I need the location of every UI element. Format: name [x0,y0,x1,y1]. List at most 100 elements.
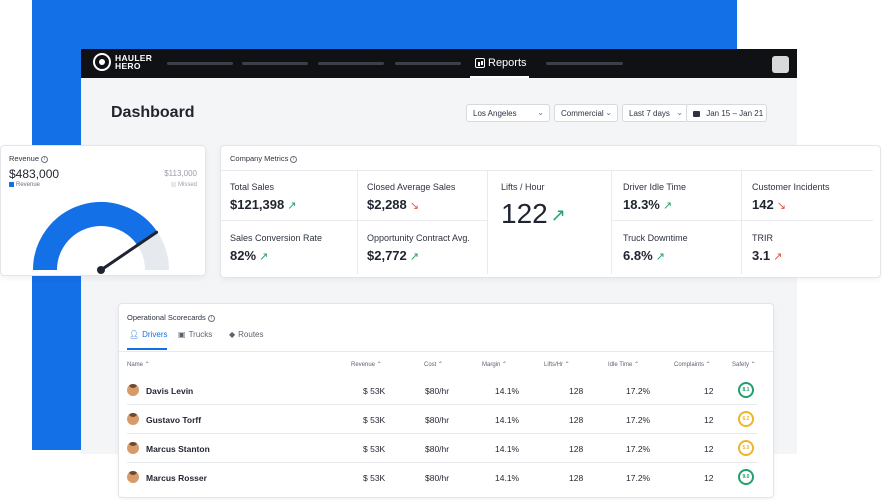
metric-sales-conversion-rate: Sales Conversion Rate 82% ↗ [230,233,322,263]
trend-up-icon: ↗ [409,251,419,263]
cell-lifts: 128 [569,444,584,454]
metric-value: $121,398 ↗ [230,197,296,212]
date-range-picker[interactable]: Jan 15 – Jan 21 [686,104,767,122]
safety-score-ring: 6.2 [738,411,754,427]
info-icon[interactable]: i [290,155,298,163]
trend-up-icon: ↗ [655,251,665,263]
column-header-complaints[interactable]: Complaints ⌃ [674,362,711,368]
company-metrics-card: Company Metrics i Total Sales $121,398 ↗ C… [220,145,881,278]
metric-value-text: 3.1 [752,248,771,263]
gauge-needle [99,230,159,272]
nav-tab-reports[interactable]: Reports [470,49,529,78]
cell-idle-time: 17.2% [626,386,651,396]
column-header-revenue[interactable]: Revenue ⌃ [351,362,382,368]
table-row[interactable]: Gustavo Torff $ 53K $80/hr 14.1% 128 17.… [119,405,775,434]
metric-label: Lifts / Hour [501,182,545,192]
tab-drivers[interactable]: 👤︎ Drivers [129,330,168,339]
nav-item-placeholder-5[interactable] [546,62,623,65]
cell-revenue: $ 53K [363,386,386,396]
location-select-value: Los Angeles [473,109,517,118]
revenue-value: $483,000 [9,167,60,181]
metric-label: Total Sales [230,182,275,192]
active-tab-underline [470,76,529,78]
cell-complaints: 12 [704,473,714,483]
tire-logo-icon [93,53,111,71]
scorecards-title-text: Operational Scorecards [127,313,206,322]
route-icon: ◆ [229,330,236,339]
metric-value: 142 ↘ [752,197,830,212]
column-header-lifts[interactable]: Lifts/Hr ⌃ [544,362,570,368]
nav-item-placeholder-1[interactable] [167,62,233,65]
metric-value: $2,772 ↗ [367,248,470,263]
metric-value-text: $2,288 [367,197,407,212]
tab-routes-label: Routes [238,330,264,339]
logo[interactable]: HAULER HERO [93,52,153,74]
active-tab-underline [127,348,167,350]
cell-revenue: $ 53K [363,444,386,454]
table-row[interactable]: Marcus Rosser $ 53K $80/hr 14.1% 128 17.… [119,463,775,492]
cell-complaints: 12 [704,444,714,454]
range-select-value: Last 7 days [629,109,670,118]
cell-margin: 14.1% [495,386,520,396]
chevron-down-icon: ⌄ [676,108,683,117]
column-header-name[interactable]: Name ⌃ [127,362,150,368]
tab-trucks[interactable]: ▣ Trucks [178,330,212,339]
info-icon[interactable]: i [207,314,215,322]
segment-select[interactable]: Commercial ⌄ [554,104,618,122]
chevron-down-icon: ⌄ [605,108,612,117]
table-row[interactable]: Marcus Stanton $ 53K $80/hr 14.1% 128 17… [119,434,775,463]
divider [611,220,873,221]
info-icon[interactable]: i [41,155,49,163]
cell-revenue: $ 53K [363,473,386,483]
date-range-value: Jan 15 – Jan 21 [706,109,764,118]
metric-value-text: $2,772 [367,248,407,263]
logo-line2: HERO [115,61,141,71]
metric-opportunity-contract-avg: Opportunity Contract Avg. $2,772 ↗ [367,233,470,263]
location-select[interactable]: Los Angeles ⌄ [466,104,550,122]
nav-item-placeholder-2[interactable] [242,62,308,65]
chevron-down-icon: ⌄ [537,108,544,117]
column-header-idle-time[interactable]: Idle Time ⌃ [608,362,640,368]
metric-total-sales: Total Sales $121,398 ↗ [230,182,296,212]
metric-label: TRIR [752,233,773,243]
metric-truck-downtime: Truck Downtime 6.8% ↗ [623,233,688,263]
metric-label: Opportunity Contract Avg. [367,233,470,243]
divider [741,170,742,274]
metric-value: 82% ↗ [230,248,322,263]
cell-name[interactable]: Davis Levin [146,386,194,396]
nav-item-placeholder-3[interactable] [318,62,384,65]
column-header-safety[interactable]: Safety ⌃ [732,362,756,368]
nav-item-placeholder-4[interactable] [395,62,461,65]
logo-line1: HAULER [115,53,153,63]
metric-driver-idle-time: Driver Idle Time 18.3% ↗ [623,182,686,212]
range-select[interactable]: Last 7 days ⌄ [622,104,689,122]
divider [611,170,612,274]
column-header-cost[interactable]: Cost ⌃ [424,362,444,368]
cell-idle-time: 17.2% [626,473,651,483]
metric-value-text: 6.8% [623,248,653,263]
metric-value: 18.3% ↗ [623,197,686,212]
cell-name[interactable]: Marcus Rosser [146,473,207,483]
metric-value-text: $121,398 [230,197,285,212]
cell-cost: $80/hr [425,444,450,454]
metric-value: $2,288 ↘ [367,197,455,212]
cell-margin: 14.1% [495,444,520,454]
table-row[interactable]: Davis Levin $ 53K $80/hr 14.1% 128 17.2%… [119,376,775,405]
cell-name[interactable]: Gustavo Torff [146,415,202,425]
cell-complaints: 12 [704,415,714,425]
trend-down-icon: ↘ [409,200,419,212]
scorecards-title: Operational Scorecards i [127,313,215,322]
cell-revenue: $ 53K [363,415,386,425]
cell-margin: 14.1% [495,415,520,425]
cell-name[interactable]: Marcus Stanton [146,444,210,454]
missed-legend: Missed [170,182,197,188]
tab-routes[interactable]: ◆ Routes [229,330,264,339]
cell-margin: 14.1% [495,473,520,483]
divider [487,170,488,274]
metric-label: Truck Downtime [623,233,688,243]
metric-value-text: 18.3% [623,197,660,212]
column-header-margin[interactable]: Margin ⌃ [482,362,508,368]
revenue-gauge [33,202,169,274]
cell-cost: $80/hr [425,415,450,425]
user-avatar[interactable] [772,56,789,73]
